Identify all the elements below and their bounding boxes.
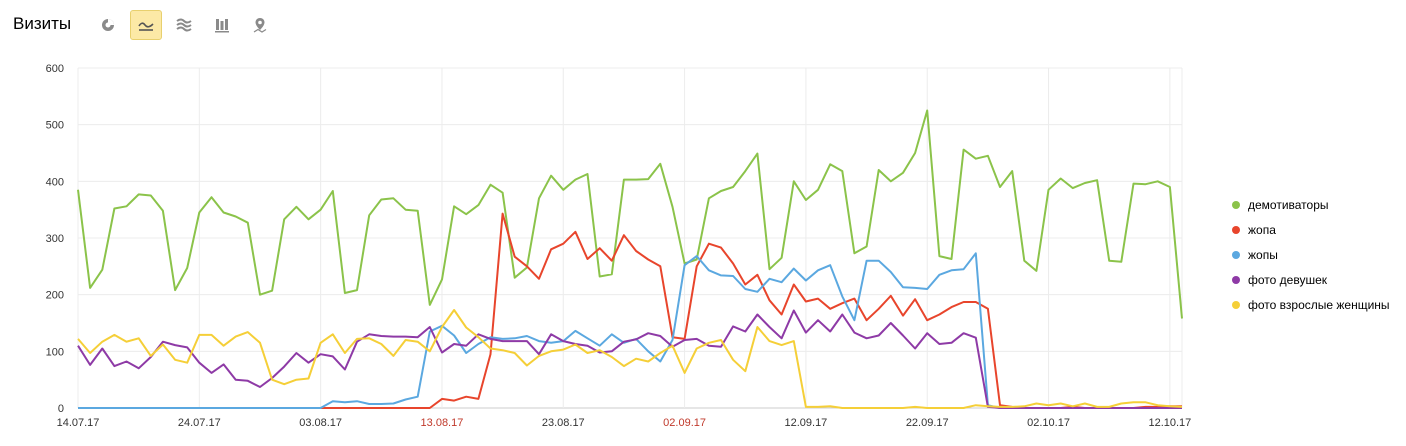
chart-legend: демотиваторы жопа жопы фото девушек фото взр… bbox=[1232, 192, 1390, 317]
chart-title: Визиты bbox=[13, 14, 72, 33]
legend-dot-icon bbox=[1232, 275, 1240, 284]
x-tick-label: 12.10.17 bbox=[1148, 417, 1191, 429]
area-chart-icon bbox=[176, 18, 192, 32]
pie-chart-icon bbox=[102, 19, 114, 31]
legend-item[interactable]: фото девушек bbox=[1232, 267, 1390, 292]
y-tick-label: 100 bbox=[46, 346, 64, 358]
y-tick-label: 600 bbox=[46, 63, 64, 75]
legend-label: демотиваторы bbox=[1248, 197, 1329, 212]
line-chart-button[interactable] bbox=[130, 10, 162, 40]
series-line bbox=[77, 109, 1183, 319]
series-line bbox=[77, 309, 1182, 409]
x-tick-label: 14.07.17 bbox=[57, 417, 100, 429]
pie-chart-button[interactable] bbox=[92, 10, 124, 40]
line-chart-icon bbox=[138, 22, 154, 31]
legend-dot-icon bbox=[1232, 250, 1240, 259]
y-tick-label: 300 bbox=[46, 233, 64, 245]
bar-chart-button[interactable] bbox=[206, 10, 238, 40]
x-tick-label: 02.09.17 bbox=[663, 417, 706, 429]
series-line bbox=[78, 212, 1182, 409]
x-tick-label: 13.08.17 bbox=[421, 417, 464, 429]
y-tick-label: 500 bbox=[46, 120, 64, 132]
y-tick-label: 0 bbox=[58, 403, 64, 415]
legend-label: жопа bbox=[1248, 222, 1276, 237]
legend-item[interactable]: демотиваторы bbox=[1232, 192, 1390, 217]
chart-type-toolbar bbox=[92, 10, 276, 40]
legend-item[interactable]: жопа bbox=[1232, 217, 1390, 242]
series-line bbox=[78, 252, 1182, 409]
x-tick-label: 03.08.17 bbox=[299, 417, 342, 429]
x-tick-label: 02.10.17 bbox=[1027, 417, 1070, 429]
legend-dot-icon bbox=[1232, 200, 1240, 209]
legend-label: фото взрослые женщины bbox=[1248, 297, 1390, 312]
map-button[interactable] bbox=[244, 10, 276, 40]
bar-chart-icon bbox=[215, 19, 229, 33]
area-chart-button[interactable] bbox=[168, 10, 200, 40]
legend-item[interactable]: фото взрослые женщины bbox=[1232, 292, 1390, 317]
legend-label: жопы bbox=[1248, 247, 1278, 262]
x-tick-label: 12.09.17 bbox=[784, 417, 827, 429]
y-tick-label: 200 bbox=[46, 290, 64, 302]
x-tick-label: 23.08.17 bbox=[542, 417, 585, 429]
map-icon bbox=[253, 18, 267, 33]
legend-dot-icon bbox=[1232, 225, 1240, 234]
x-tick-label: 24.07.17 bbox=[178, 417, 221, 429]
legend-label: фото девушек bbox=[1248, 272, 1327, 287]
x-tick-label: 22.09.17 bbox=[906, 417, 949, 429]
series-line bbox=[77, 309, 1183, 409]
y-tick-label: 400 bbox=[46, 176, 64, 188]
legend-dot-icon bbox=[1232, 300, 1240, 309]
legend-item[interactable]: жопы bbox=[1232, 242, 1390, 267]
